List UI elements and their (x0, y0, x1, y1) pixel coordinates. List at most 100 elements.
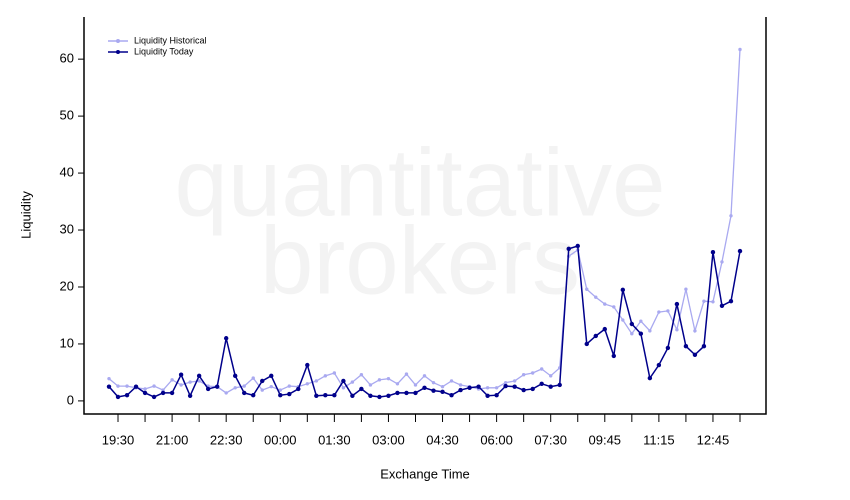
point (107, 376, 111, 381)
point (233, 386, 237, 390)
point (332, 371, 337, 375)
point (323, 393, 328, 398)
x-tick-label: 09:45 (589, 432, 622, 447)
point (647, 375, 653, 381)
y-axis-label: Liquidity (18, 191, 33, 239)
point (593, 333, 598, 339)
point (278, 388, 282, 392)
x-tick-label: 03:00 (372, 432, 405, 447)
x-tick-label: 22:30 (210, 432, 243, 447)
watermark: brokers (260, 207, 580, 314)
point (539, 381, 544, 387)
point (413, 383, 418, 387)
point (566, 246, 571, 252)
point (467, 385, 472, 390)
legend-swatch (116, 50, 120, 54)
point (674, 301, 680, 307)
point (611, 353, 616, 359)
point (413, 390, 418, 396)
point (260, 378, 265, 384)
point (260, 388, 264, 392)
point (476, 384, 481, 389)
point (251, 376, 255, 380)
x-tick-label: 06:00 (480, 432, 513, 447)
point (178, 372, 184, 377)
x-tick-label: 21:00 (156, 432, 189, 447)
point (485, 386, 490, 390)
x-tick-label: 12:45 (697, 432, 730, 447)
point (512, 379, 517, 383)
point (629, 321, 635, 327)
point (314, 393, 319, 398)
point (692, 352, 698, 357)
point (251, 393, 256, 398)
point (665, 345, 671, 351)
y-tick-label: 20 (60, 278, 74, 293)
point (630, 331, 634, 336)
point (548, 384, 553, 389)
y-tick-label: 40 (60, 165, 74, 180)
point (115, 394, 121, 400)
x-axis-label: Exchange Time (380, 466, 470, 481)
point (224, 391, 228, 395)
point (187, 393, 193, 398)
point (152, 384, 156, 388)
point (368, 383, 373, 387)
point (557, 382, 562, 388)
point (377, 394, 382, 400)
point (657, 310, 661, 314)
watermark: quantitative (174, 129, 665, 236)
point (728, 299, 734, 304)
point (377, 378, 382, 382)
point (170, 378, 174, 382)
point (359, 386, 364, 392)
point (494, 393, 499, 398)
point (612, 305, 616, 309)
legend-label: Liquidity Today (134, 46, 194, 56)
point (205, 386, 211, 392)
point (485, 393, 490, 398)
point (738, 47, 742, 52)
legend-label: Liquidity Historical (134, 35, 207, 45)
point (368, 393, 373, 398)
point (133, 384, 139, 389)
point (359, 372, 364, 377)
point (233, 373, 238, 379)
x-tick-label: 01:30 (318, 432, 351, 447)
point (422, 374, 427, 378)
point (404, 390, 409, 396)
x-tick-label: 04:30 (426, 432, 459, 447)
point (332, 393, 337, 398)
point (422, 385, 427, 390)
point (585, 287, 589, 291)
point (638, 331, 644, 336)
point (278, 393, 283, 398)
point (702, 299, 706, 303)
point (521, 372, 526, 377)
point (494, 386, 499, 390)
point (287, 391, 292, 397)
point (719, 303, 725, 308)
point (584, 341, 589, 347)
point (602, 326, 607, 332)
point (323, 374, 328, 378)
point (675, 328, 679, 332)
point (621, 318, 625, 322)
y-tick-label: 30 (60, 221, 74, 236)
point (648, 329, 652, 333)
point (296, 386, 301, 392)
point (503, 383, 508, 389)
point (125, 384, 129, 388)
point (142, 390, 148, 396)
point (458, 383, 463, 387)
point (449, 379, 454, 383)
point (116, 384, 120, 388)
point (503, 380, 508, 385)
x-tick-label: 00:00 (264, 432, 297, 447)
point (737, 248, 743, 254)
point (188, 380, 192, 384)
point (431, 388, 436, 393)
point (160, 390, 166, 396)
point (530, 371, 535, 375)
